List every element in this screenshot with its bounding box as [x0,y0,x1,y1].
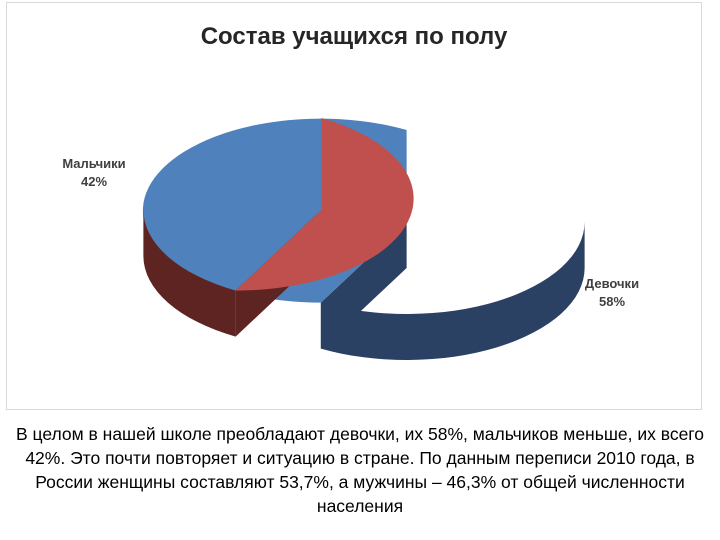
chart-area: Состав учащихся по полу Мальчики 42% Дев… [6,2,702,410]
label-girls-name: Девочки [584,276,640,291]
slice-side-girls [320,222,585,361]
label-boys-value: 42% [80,174,108,189]
pie-chart [142,117,585,361]
label-girls-value: 58% [598,294,626,309]
slice-edge-girls-0 [320,222,407,349]
slice-side-boys [143,209,236,337]
label-boys: Мальчики 42% [49,155,139,191]
label-boys-name: Мальчики [62,156,126,171]
chart-title: Состав учащихся по полу [200,23,508,50]
slice-boys [235,117,414,291]
label-girls: Девочки 58% [567,275,657,311]
caption-text: В целом в нашей школе преобладают девочк… [15,424,705,516]
